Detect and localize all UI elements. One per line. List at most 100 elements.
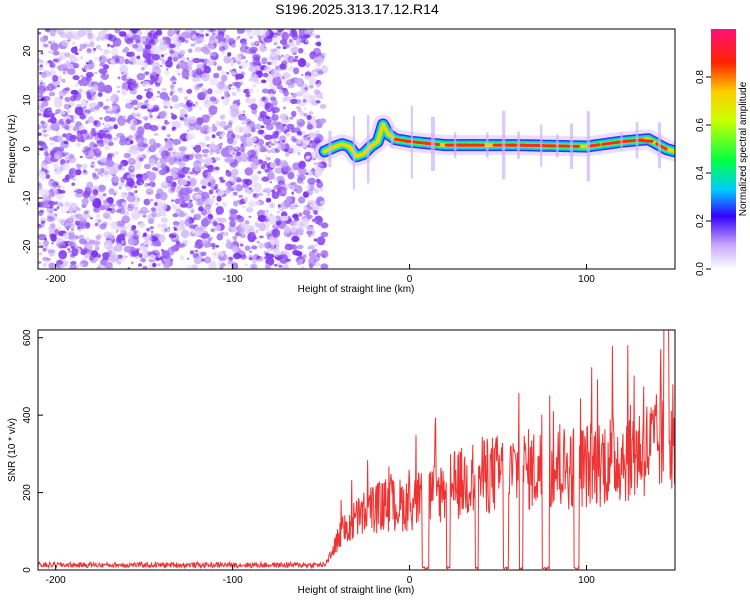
noise-speck <box>80 131 90 141</box>
noise-speck <box>178 161 186 167</box>
noise-speck <box>132 43 139 49</box>
noise-speck <box>163 250 168 257</box>
spectrogram-y-tick-label: -20 <box>22 239 33 254</box>
noise-speck <box>215 206 224 215</box>
noise-speck <box>246 207 254 213</box>
noise-speck <box>91 85 99 93</box>
noise-speck <box>71 182 76 186</box>
noise-speck <box>38 141 43 146</box>
snr-background <box>38 330 675 570</box>
noise-speck <box>207 197 215 205</box>
noise-speck <box>177 243 186 249</box>
noise-speck <box>211 134 216 139</box>
noise-speck <box>85 242 94 250</box>
noise-speck <box>293 189 297 192</box>
noise-speck <box>97 101 104 108</box>
noise-speck <box>208 40 215 45</box>
noise-speck <box>262 29 270 37</box>
noise-speck <box>248 215 252 218</box>
noise-speck <box>116 90 120 93</box>
noise-speck <box>68 233 77 242</box>
noise-speck <box>233 252 242 260</box>
noise-speck <box>246 98 256 104</box>
noise-speck <box>102 51 108 57</box>
noise-speck <box>302 209 311 216</box>
noise-speck <box>129 88 137 95</box>
noise-speck <box>255 200 261 206</box>
noise-speck <box>178 219 185 227</box>
noise-speck <box>84 64 93 71</box>
noise-speck <box>220 262 226 267</box>
noise-speck <box>237 227 245 235</box>
noise-speck <box>156 157 160 161</box>
noise-speck <box>49 29 56 37</box>
noise-speck <box>105 243 110 248</box>
noise-speck <box>107 43 111 48</box>
noise-speck <box>238 250 245 255</box>
noise-speck <box>149 181 156 188</box>
noise-speck <box>76 188 84 194</box>
noise-speck <box>107 152 115 158</box>
noise-speck <box>142 265 148 269</box>
noise-speck <box>306 120 312 124</box>
noise-speck <box>73 216 77 221</box>
noise-speck <box>276 46 281 49</box>
noise-speck <box>221 50 225 54</box>
noise-speck <box>198 29 204 35</box>
noise-speck <box>298 196 306 204</box>
noise-speck <box>50 123 60 131</box>
noise-speck <box>287 83 295 89</box>
noise-speck <box>94 168 100 172</box>
noise-speck <box>166 136 171 140</box>
noise-speck <box>236 29 245 34</box>
noise-speck <box>279 63 286 69</box>
noise-speck <box>267 157 271 161</box>
noise-speck <box>41 97 45 100</box>
noise-speck <box>94 56 98 61</box>
noise-speck <box>215 120 221 127</box>
noise-speck <box>218 142 224 146</box>
noise-speck <box>43 240 49 247</box>
noise-speck <box>200 166 205 170</box>
noise-speck <box>212 32 216 35</box>
noise-speck <box>286 123 295 130</box>
noise-speck <box>38 132 42 136</box>
noise-speck <box>188 116 198 124</box>
noise-speck <box>88 107 95 112</box>
noise-speck <box>65 87 70 91</box>
noise-speck <box>226 137 234 144</box>
noise-speck <box>199 34 205 37</box>
noise-speck <box>201 114 210 123</box>
noise-speck <box>104 130 109 133</box>
noise-speck <box>119 31 127 37</box>
noise-speck <box>61 78 66 84</box>
noise-speck <box>298 29 306 36</box>
noise-speck <box>50 234 57 242</box>
noise-speck <box>152 107 159 112</box>
snr-x-axis: -200 -100 0 100 <box>46 565 595 586</box>
noise-speck <box>225 263 231 268</box>
noise-speck <box>100 36 106 41</box>
noise-speck <box>40 52 44 55</box>
noise-speck <box>251 174 260 182</box>
noise-speck <box>234 146 239 150</box>
noise-speck <box>49 61 55 68</box>
noise-speck <box>303 112 308 117</box>
noise-speck <box>303 34 311 39</box>
noise-speck <box>116 254 123 259</box>
noise-speck <box>159 57 164 61</box>
noise-speck <box>93 207 99 213</box>
noise-speck <box>70 260 77 265</box>
noise-speck <box>84 252 90 259</box>
noise-speck <box>213 72 220 79</box>
noise-speck <box>225 180 233 188</box>
noise-speck <box>116 85 121 89</box>
noise-speck <box>103 231 112 239</box>
noise-speck <box>172 138 182 145</box>
noise-speck <box>131 29 138 34</box>
noise-speck <box>44 259 50 264</box>
noise-speck <box>270 240 276 246</box>
noise-speck <box>93 120 98 126</box>
noise-speck <box>78 88 83 94</box>
noise-speck <box>154 145 157 148</box>
